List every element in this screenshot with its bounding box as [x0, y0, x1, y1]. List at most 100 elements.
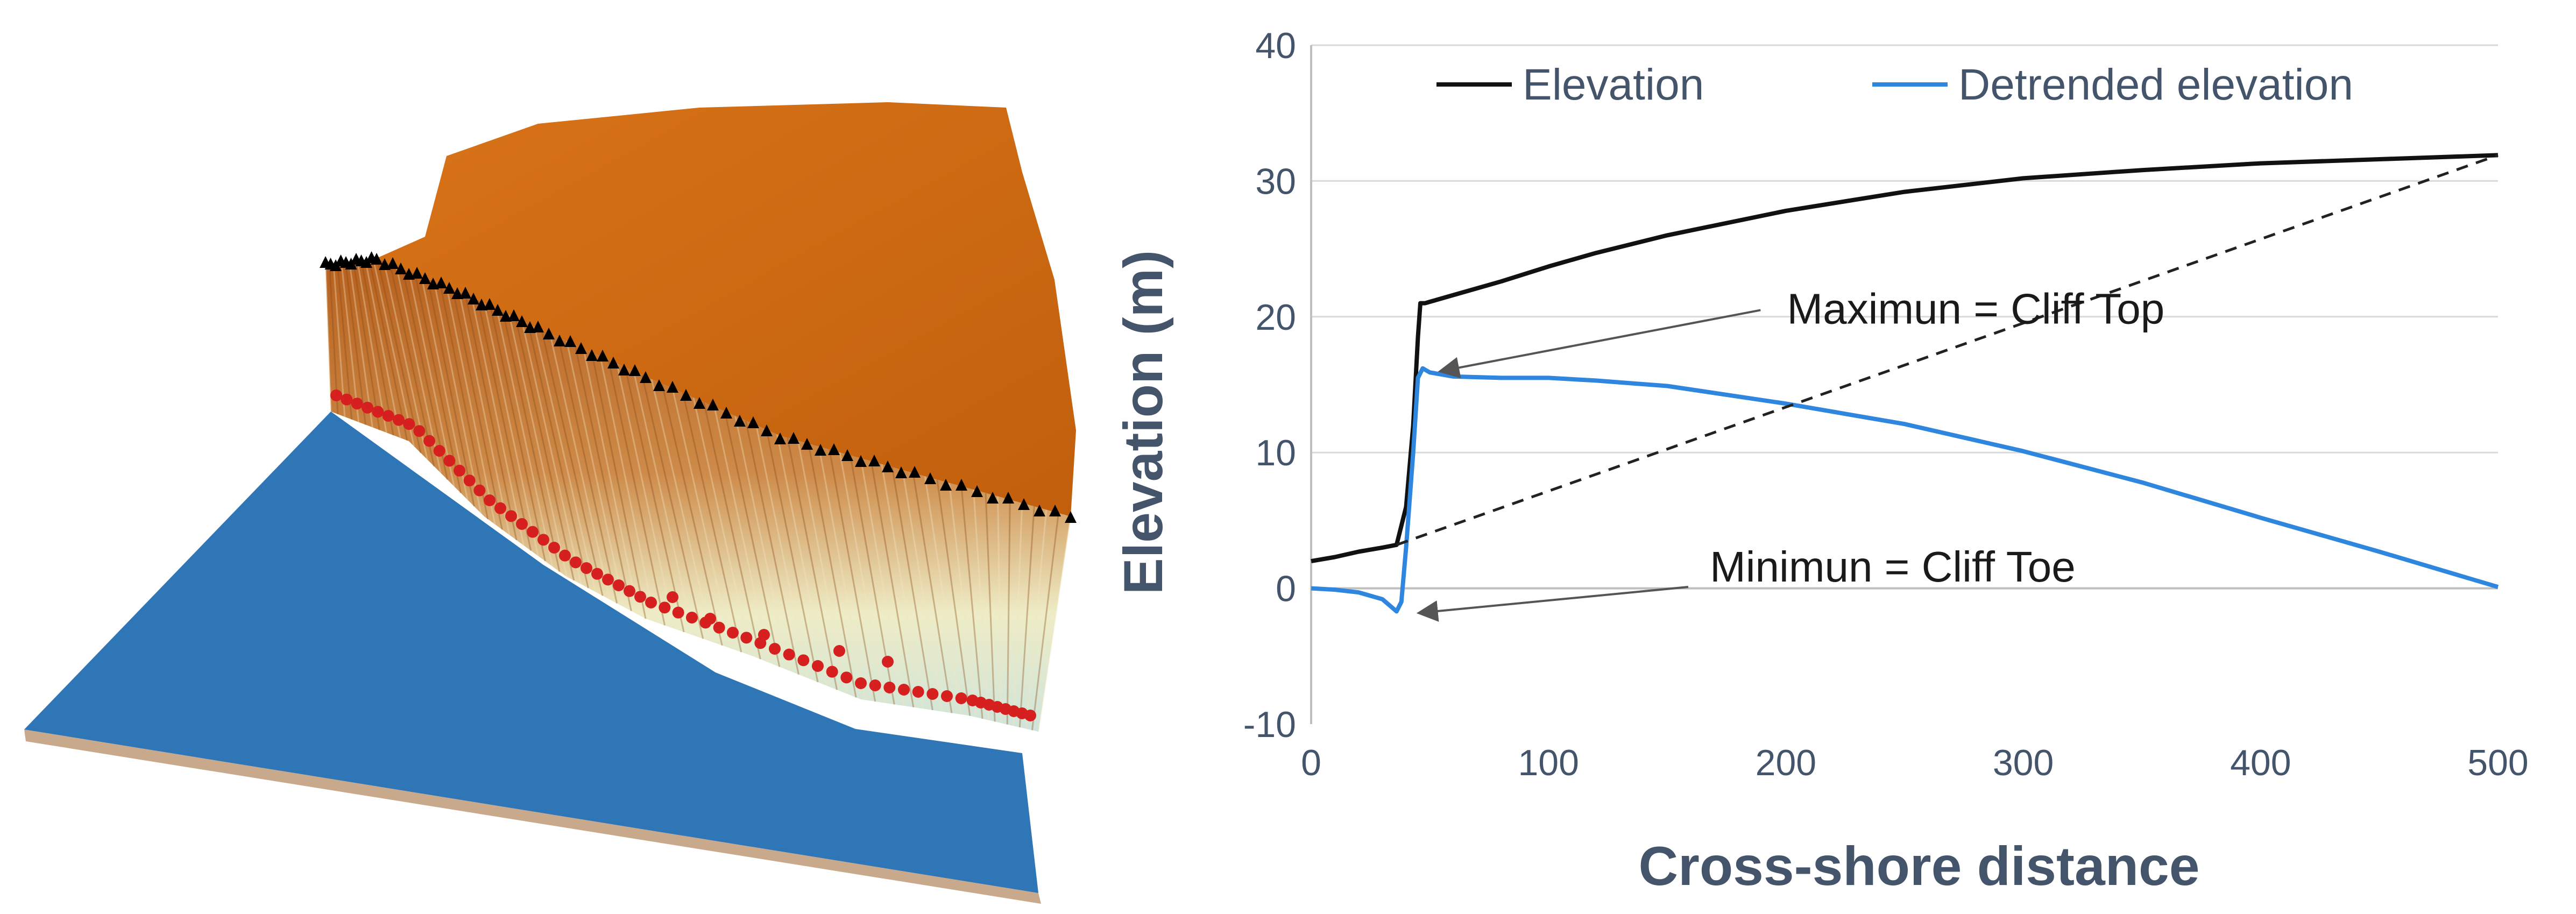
cliff-top-marker	[855, 455, 867, 467]
cliff-streak	[703, 402, 761, 660]
cliff-toe-marker	[403, 418, 415, 430]
cliff-streak	[549, 333, 611, 600]
cliff-streak	[527, 323, 589, 589]
annotation-label: Maximun = Cliff Top	[1787, 285, 2164, 332]
cliff-toe-marker	[634, 591, 646, 603]
cliff-toe-marker	[330, 389, 342, 401]
cliff-streak	[477, 300, 532, 551]
y-tick-label: 20	[1255, 297, 1296, 338]
cliff-streak	[389, 263, 435, 466]
cliff-top-marker	[575, 342, 587, 354]
cliff-toe-marker	[826, 665, 838, 678]
cliff-toe-marker	[855, 677, 867, 689]
cliff-streak	[521, 320, 582, 585]
cliff-top-marker	[451, 287, 463, 299]
cliff-top-marker	[720, 407, 732, 419]
cliff-top-marker	[435, 277, 447, 288]
x-tick-label: 300	[1993, 742, 2054, 783]
cliff-streak	[352, 260, 380, 430]
cliff-toe-marker	[393, 414, 405, 426]
cliff-streak	[1025, 509, 1048, 729]
cliff-top-marker	[379, 258, 391, 270]
cliff-toe-marker	[527, 526, 539, 538]
annotation-arrow	[1438, 309, 1761, 379]
sea-plane	[24, 412, 1038, 893]
cliff-streak	[557, 337, 618, 604]
cliff-top-marker	[828, 443, 840, 455]
cliff-streak	[829, 449, 876, 702]
cliff-streak	[650, 379, 713, 642]
cliff-toe-marker	[704, 613, 716, 625]
cliff-toe-marker	[624, 585, 635, 597]
cliff-toe-marker	[341, 393, 353, 406]
cliff-top-marker	[774, 433, 786, 444]
cliff-toe-marker	[672, 606, 684, 619]
cliff-toe-marker	[454, 464, 465, 477]
cliff-top-marker	[987, 492, 999, 504]
cliff-toe-marker	[727, 627, 739, 639]
cliff-streak	[948, 483, 977, 718]
cliff-toe-marker	[537, 534, 549, 546]
cliff-top-marker	[629, 364, 641, 376]
cliff-streak	[445, 286, 496, 525]
cliff-toe-marker	[926, 688, 939, 700]
cliff-top-marker	[586, 349, 598, 361]
cliff-top-marker	[1018, 498, 1030, 510]
cliff-toe-markers	[330, 389, 1036, 721]
cliff-streak	[808, 443, 857, 698]
cliff-toe-marker	[769, 643, 781, 655]
cliff-streak	[692, 397, 752, 656]
axes	[1310, 45, 2498, 724]
y-tick-label: 30	[1255, 161, 1296, 202]
annotations: Maximun = Cliff Top Minimun = Cliff Toe	[1416, 285, 2164, 622]
cliff-toe-marker	[591, 568, 603, 580]
cliff-top-surface	[325, 102, 1076, 516]
cliff-toe-marker	[840, 671, 853, 684]
cliff-streak	[912, 472, 953, 713]
cliff-toe-marker	[783, 648, 795, 661]
cliff-streak	[496, 308, 554, 567]
cliff-toe-marker	[659, 601, 671, 614]
cliff-streak	[401, 268, 449, 480]
cliff-face	[325, 258, 1071, 732]
cliff-streak	[1037, 516, 1072, 732]
cliff-top-marker	[734, 415, 746, 427]
cliff-top-marker	[1049, 505, 1061, 516]
cliff-top-marker	[653, 379, 665, 391]
cliff-streak	[541, 329, 604, 596]
cliff-streak	[985, 493, 996, 722]
cliff-streak	[483, 303, 539, 556]
cliff-top-marker	[500, 310, 512, 322]
cliff-top-marker	[815, 444, 826, 456]
cliff-streak	[960, 486, 983, 719]
cliff-top-marker	[607, 357, 619, 369]
cliff-toe-marker	[505, 510, 517, 522]
cliff-streak	[332, 263, 346, 417]
cliff-toe-marker	[941, 690, 953, 702]
cliff-top-marker	[459, 287, 471, 299]
cliff-streak	[641, 374, 704, 639]
cliff-streak	[464, 294, 518, 541]
cliff-toe-marker	[516, 518, 528, 530]
cliff-top-marker	[564, 335, 576, 347]
cliff-top-marker	[761, 424, 773, 436]
cliff-streak	[599, 356, 656, 622]
cliff-streak	[713, 406, 771, 663]
cliff-streak	[1013, 503, 1023, 726]
cliff-streak	[420, 276, 469, 500]
cliff-toe-marker	[570, 556, 582, 569]
cliff-top-marker	[956, 479, 967, 491]
cliff-streak	[870, 461, 915, 707]
terrain-base-edge	[24, 729, 1041, 904]
cliff-streak	[372, 258, 415, 447]
cliff-top-markers	[320, 251, 1077, 523]
cliff-streak	[324, 263, 332, 412]
cliff-toe-marker	[484, 494, 496, 506]
cliff-top-marker	[443, 282, 455, 294]
cliff-toe-marker	[613, 579, 625, 591]
annotation-arrow	[1416, 585, 1689, 622]
cliff-streak	[734, 416, 790, 671]
y-tick-label: -10	[1243, 704, 1296, 745]
